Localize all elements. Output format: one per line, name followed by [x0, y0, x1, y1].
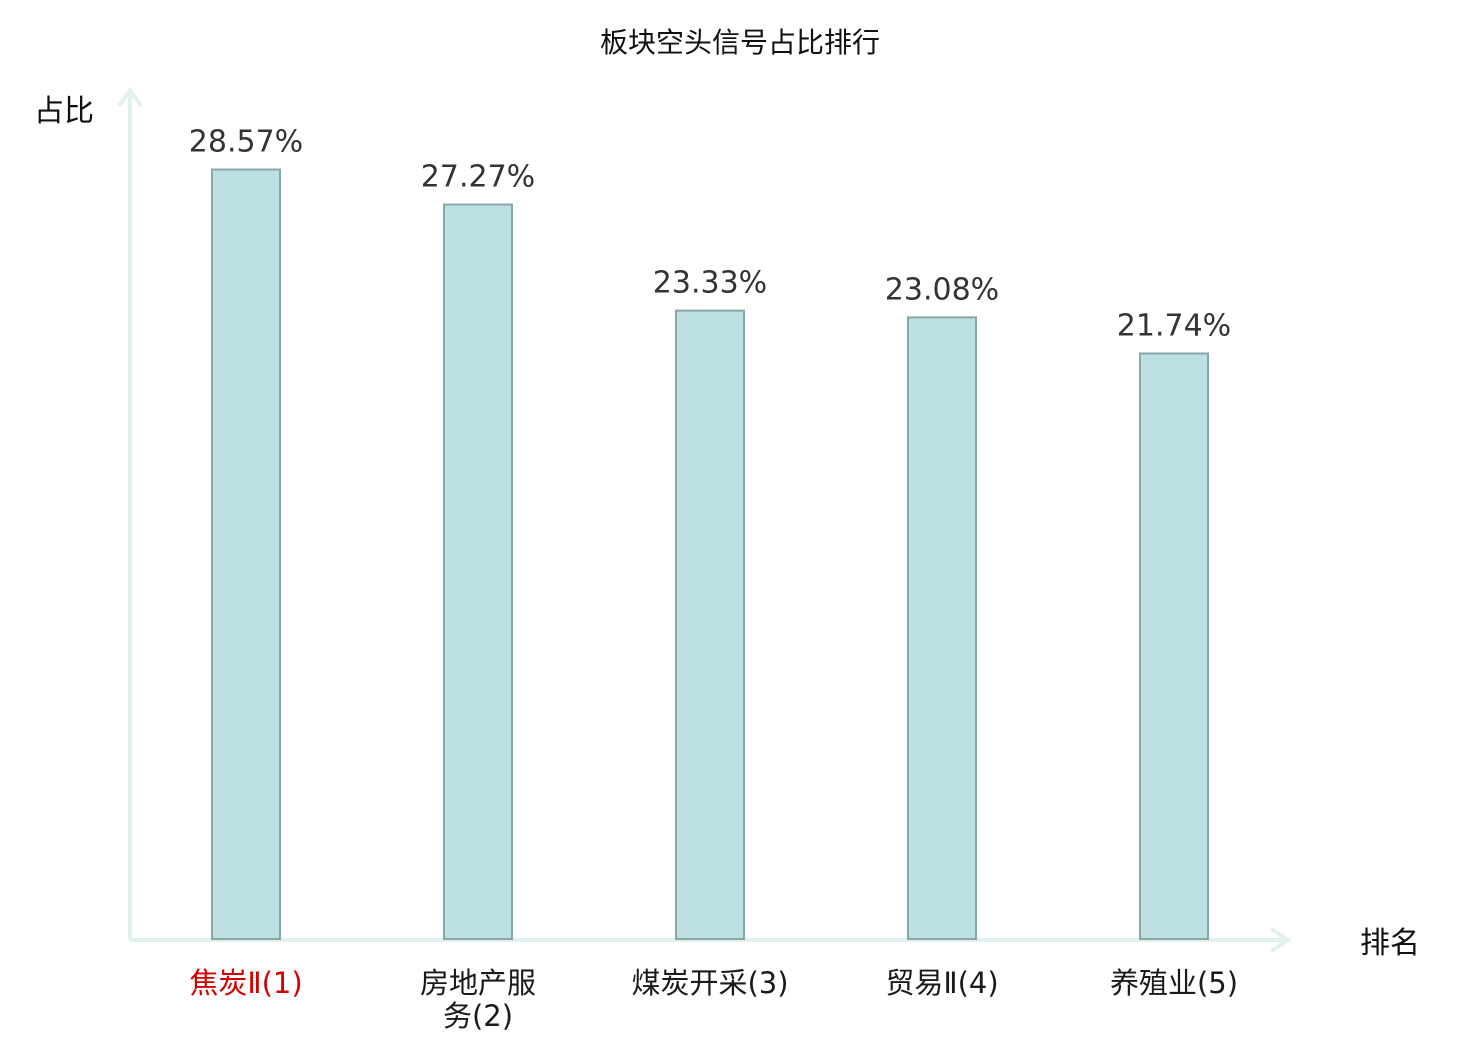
bar-2: [443, 203, 513, 940]
y-axis-label: 占比: [34, 94, 94, 129]
category-labels: 焦炭Ⅱ(1) 房地产服务(2) 煤炭开采(3) 贸易Ⅱ(4) 养殖业(5): [189, 966, 1238, 1033]
bar-series: [211, 168, 1209, 941]
value-label-3: 23.33%: [653, 266, 767, 301]
category-label-3: 煤炭开采(3): [631, 966, 788, 1000]
value-label-4: 23.08%: [885, 272, 999, 307]
value-label-2: 27.27%: [421, 160, 535, 195]
bar-5: [1139, 352, 1209, 940]
chart-title: 板块空头信号占比排行: [600, 26, 880, 59]
category-label-1: 焦炭Ⅱ(1): [189, 966, 302, 1000]
category-label-4: 贸易Ⅱ(4): [885, 966, 998, 1000]
bar-1: [211, 168, 281, 941]
bar-3: [675, 309, 745, 940]
y-axis-arrowhead: [117, 86, 143, 108]
value-label-1: 28.57%: [189, 125, 303, 160]
bar-4: [907, 316, 977, 940]
x-axis-arrowhead: [1269, 927, 1292, 953]
category-label-5: 养殖业(5): [1110, 966, 1238, 1000]
value-label-5: 21.74%: [1117, 308, 1231, 343]
x-axis-label: 排名: [1360, 926, 1420, 961]
y-axis: 占比: [34, 86, 143, 940]
x-axis: 排名: [130, 926, 1420, 961]
category-label-2: 房地产服务(2): [420, 966, 536, 1033]
value-labels: 28.57% 27.27% 23.33% 23.08% 21.74%: [189, 125, 1231, 344]
